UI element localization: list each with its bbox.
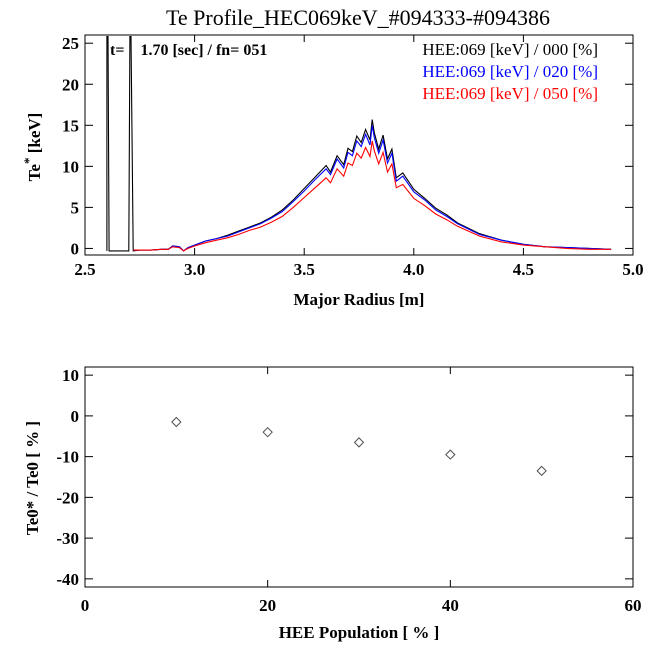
data-point xyxy=(353,437,365,448)
data-point xyxy=(445,449,456,460)
data-point xyxy=(262,426,273,438)
data-point xyxy=(536,465,547,477)
y-axis-label: Te* [keV] xyxy=(21,113,44,182)
y-axis-ticks: 10 0 -10 -20 -30 -40 xyxy=(56,366,633,589)
x-tick-label: 4.5 xyxy=(513,260,534,279)
legend: HEE:069 [keV] / 000 [%] HEE:069 [keV] / … xyxy=(422,40,598,103)
x-axis-ticks: 0 20 40 60 xyxy=(81,367,642,615)
plot-frame xyxy=(84,34,634,256)
y-tick-label: 10 xyxy=(62,157,79,176)
y-axis-label: Te0* / Te0 [ % ] xyxy=(23,421,42,535)
series-line-1 xyxy=(133,125,612,252)
te0-ratio-chart: 0 20 40 60 10 0 -10 -20 -30 -40 HEE Population [… xyxy=(23,366,642,642)
data-point xyxy=(171,416,182,428)
y-tick-label: -20 xyxy=(56,488,79,507)
time-annotation: t= 1.70 [sec] / fn= 051 xyxy=(110,42,267,59)
x-tick-label: 60 xyxy=(625,596,642,615)
legend-item-020: HEE:069 [keV] / 020 [%] xyxy=(422,62,598,81)
series-line-2 xyxy=(133,140,612,252)
x-tick-label: 5.0 xyxy=(622,260,643,279)
x-tick-label: 0 xyxy=(81,596,90,615)
y-tick-label: 25 xyxy=(62,34,79,53)
x-tick-label: 20 xyxy=(259,596,276,615)
x-tick-label: 2.5 xyxy=(74,260,95,279)
y-tick-label: -10 xyxy=(56,448,79,467)
x-tick-label: 3.5 xyxy=(294,260,315,279)
y-tick-label: -40 xyxy=(56,570,79,589)
chart-title: Te Profile_HEC069keV_#094333-#094386 xyxy=(166,5,550,30)
legend-item-050: HEE:069 [keV] / 050 [%] xyxy=(422,84,598,103)
x-axis-label: Major Radius [m] xyxy=(294,290,425,309)
y-axis-ticks: 0 5 10 15 20 25 xyxy=(62,34,633,258)
x-tick-label: 4.0 xyxy=(403,260,424,279)
plot-frame xyxy=(84,366,634,588)
x-axis-ticks: 2.5 3.0 3.5 4.0 4.5 5.0 xyxy=(74,35,644,279)
legend-item-000: HEE:069 [keV] / 000 [%] xyxy=(422,40,598,59)
y-tick-label: -30 xyxy=(56,529,79,548)
y-tick-label: 0 xyxy=(71,239,80,258)
te-profile-chart: Te Profile_HEC069keV_#094333-#094386 2.5… xyxy=(21,5,644,309)
y-tick-label: 0 xyxy=(71,407,80,426)
y-tick-label: 10 xyxy=(62,366,79,385)
y-tick-label: 5 xyxy=(71,198,80,217)
x-tick-label: 40 xyxy=(442,596,459,615)
scatter-points xyxy=(171,416,547,477)
x-axis-label: HEE Population [ % ] xyxy=(279,623,440,642)
y-tick-label: 15 xyxy=(62,116,79,135)
y-tick-label: 20 xyxy=(62,75,79,94)
series-lines xyxy=(106,36,612,252)
x-tick-label: 3.0 xyxy=(184,260,205,279)
